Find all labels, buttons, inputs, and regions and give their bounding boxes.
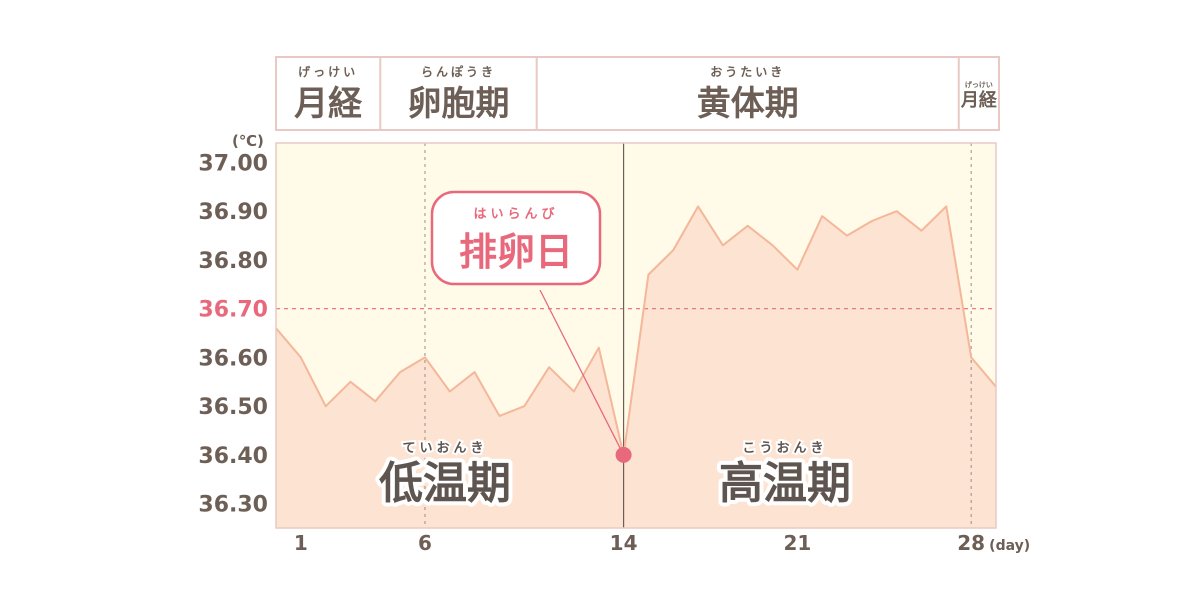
- phase-header-frame: [275, 56, 1000, 131]
- ovulation-point: [615, 446, 632, 463]
- x-tick-label: 28: [957, 531, 985, 555]
- y-tick-label: 36.60: [198, 346, 268, 371]
- phase-header-label: 卵胞期: [407, 84, 509, 124]
- phase-header-ruby: らんぽうき: [421, 64, 496, 79]
- x-tick-label: 1: [294, 531, 308, 555]
- low-phase-label: 低温期: [379, 458, 511, 509]
- low-phase-label-group: ていおんき 低温期: [375, 439, 515, 513]
- x-axis-ticks: 1 6 14 21 28: [294, 531, 985, 555]
- temperature-line: [275, 205, 997, 456]
- x-tick-label: 14: [610, 531, 638, 555]
- y-axis-ticks: 37.00 36.90 36.80 36.70 36.60 36.50 36.40 36.30: [198, 151, 268, 517]
- phase-header-ruby: げっけい: [965, 80, 993, 89]
- phase-header-label: 月経: [960, 89, 998, 111]
- low-phase-ruby: ていおんき: [402, 441, 487, 456]
- ovulation-callout: はいらんび 排卵日: [430, 190, 632, 463]
- y-unit-label: (℃): [232, 132, 264, 150]
- y-tick-label: 36.90: [198, 200, 268, 225]
- phase-header-label: 黄体期: [697, 84, 799, 124]
- y-tick-label: 37.00: [198, 151, 268, 176]
- y-tick-label: 36.70: [198, 298, 268, 323]
- phase-header-ruby: おうたいき: [710, 65, 785, 79]
- y-tick-label: 36.50: [198, 395, 268, 420]
- x-tick-label: 21: [783, 531, 811, 555]
- high-phase-label-group: こうおんき 高温期: [715, 439, 855, 513]
- vertical-grid: [424, 143, 972, 528]
- y-tick-label: 36.30: [198, 493, 268, 518]
- ovulation-pointer-line: [539, 289, 625, 456]
- ovulation-ruby: はいらんび: [473, 207, 558, 222]
- plot-border: [275, 142, 997, 529]
- ovulation-callout-box: [430, 190, 602, 286]
- ovulation-label: 排卵日: [459, 230, 573, 274]
- y-tick-label: 36.40: [198, 444, 268, 469]
- phase-header-ruby: げっけい: [298, 64, 358, 79]
- x-tick-label: 6: [418, 531, 432, 555]
- high-phase-ruby: こうおんき: [742, 441, 827, 456]
- phase-header-label: 月経: [294, 84, 363, 124]
- y-tick-label: 36.80: [198, 249, 268, 274]
- high-phase-label: 高温期: [719, 458, 851, 509]
- x-unit-label: (day): [989, 538, 1030, 554]
